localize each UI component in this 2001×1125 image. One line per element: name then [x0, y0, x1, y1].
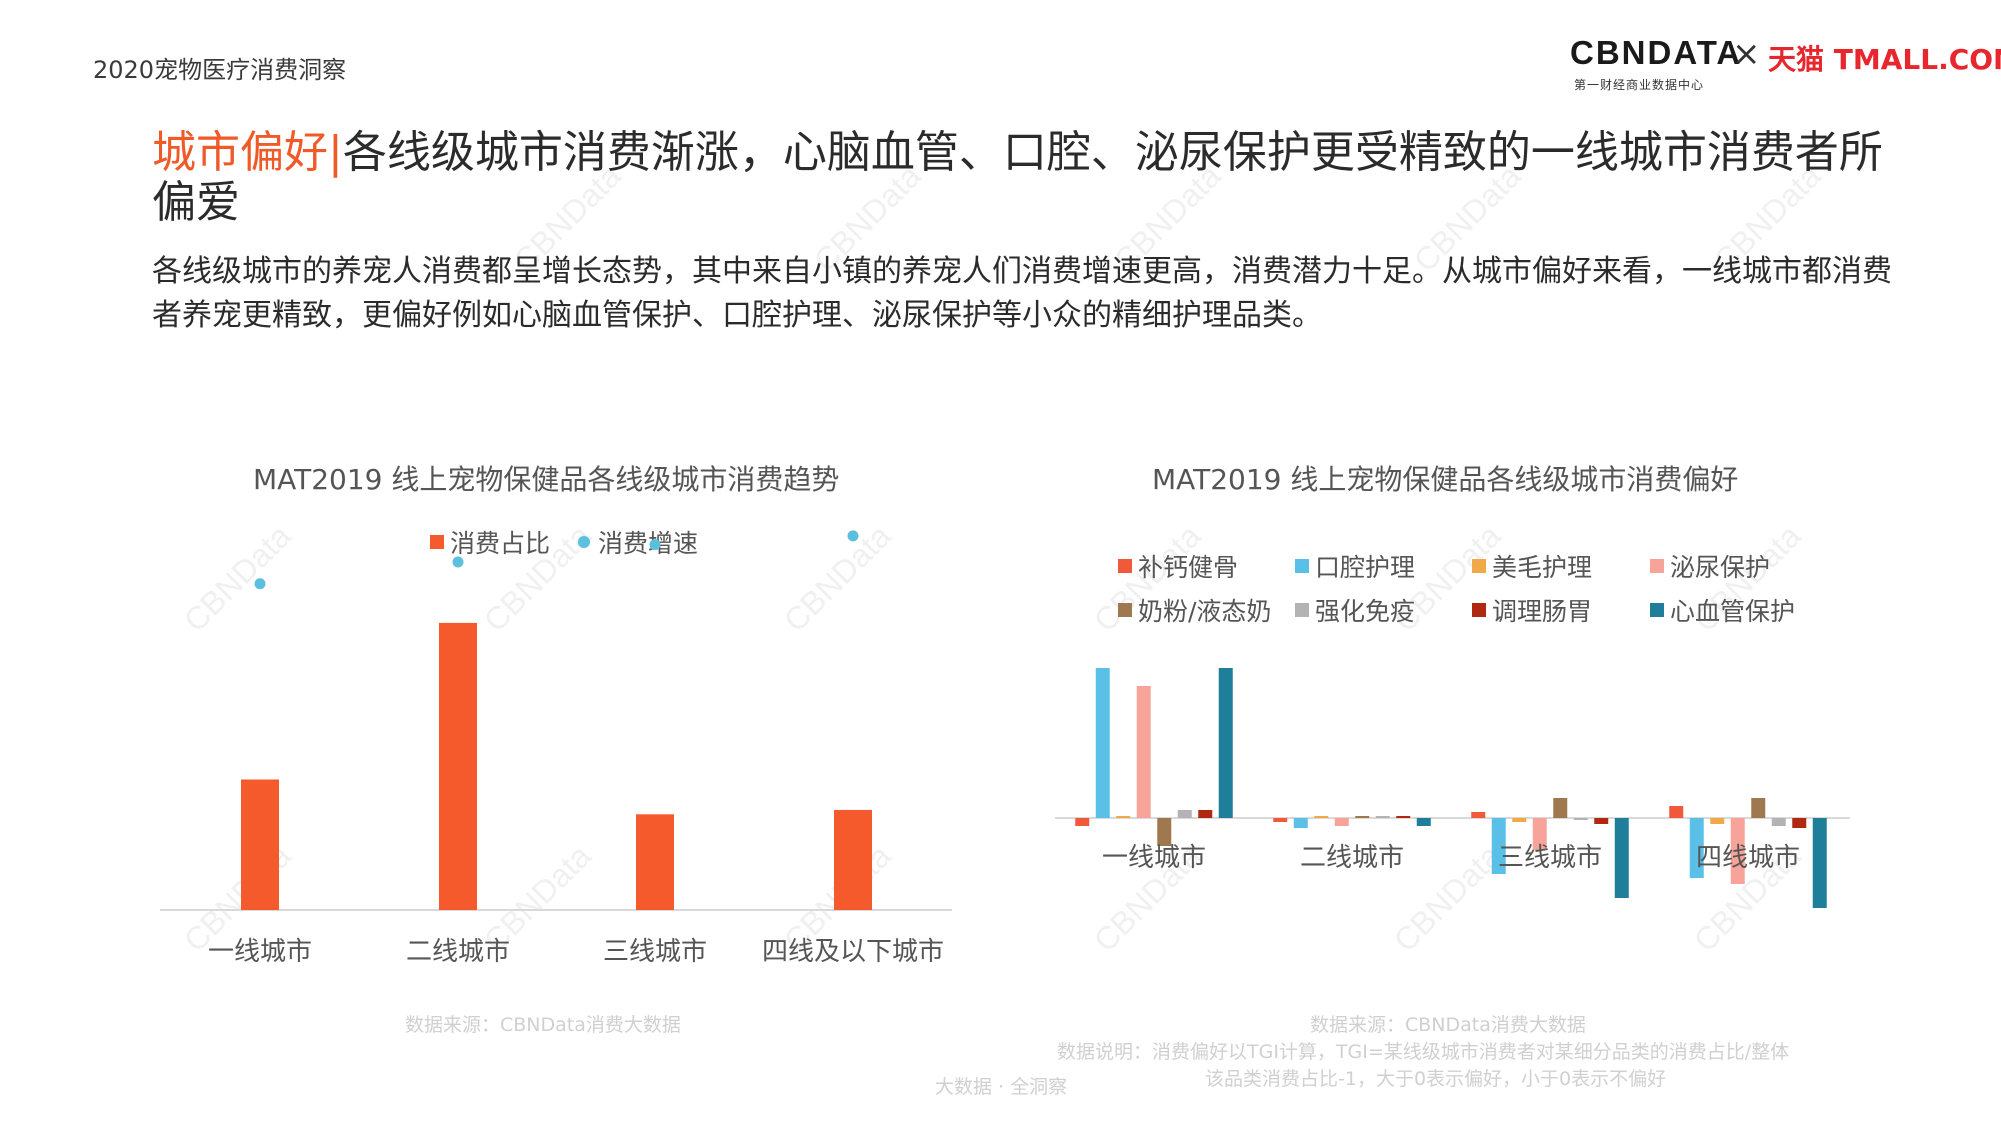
chart2-bar-cardio [1812, 818, 1827, 908]
chart2-x-tick-label: 一线城市 [1102, 843, 1206, 873]
chart1-title: MAT2019 线上宠物保健品各线级城市消费趋势 [253, 463, 840, 496]
chart2-bar-grooming [1710, 818, 1725, 824]
chart1-bar-share [636, 814, 674, 910]
chart2-bar-grooming [1116, 816, 1131, 818]
chart1-dot-growth [452, 556, 464, 568]
legend-swatch [1472, 559, 1486, 573]
page-headline: 城市偏好|各线级城市消费渐涨，心脑血管、口腔、泌尿保护更受精致的一线城市消费者所… [152, 128, 1892, 228]
legend-label: 奶粉/液态奶 [1138, 597, 1272, 626]
chart1-dot-growth [649, 539, 661, 551]
chart2-bar-milk [1355, 816, 1370, 818]
chart2-legend-gut: 调理肠胃 [1472, 592, 1592, 628]
chart1-bar-share [834, 809, 872, 910]
chart2-bar-gut [1792, 818, 1807, 828]
chart2-bar-calcium [1075, 818, 1090, 826]
chart2-bar-gut [1396, 816, 1411, 818]
legend-label: 消费占比 [450, 529, 551, 558]
chart2-source: 数据来源：CBNData消费大数据 [1310, 1014, 1586, 1036]
chart2-bar-cardio [1614, 818, 1629, 898]
chart2-bar-grooming [1512, 818, 1527, 822]
legend-swatch [1472, 603, 1486, 617]
chart1-x-tick-label: 二线城市 [406, 937, 510, 967]
chart1-dot-growth [847, 530, 859, 542]
chart1-dot-growth [254, 578, 266, 590]
chart1-bar-share [439, 622, 477, 910]
legend-swatch [430, 535, 444, 549]
footer-tag: 大数据 · 全洞察 [935, 1076, 1068, 1098]
chart2-bar-grooming [1314, 816, 1329, 818]
chart2-bar-oral [1491, 818, 1506, 874]
legend-label: 口腔护理 [1315, 553, 1416, 582]
chart2-bar-urinary [1334, 818, 1349, 826]
legend-swatch [1118, 603, 1132, 617]
chart1-bar-share [241, 779, 279, 910]
chart2-bar-gut [1198, 810, 1213, 818]
legend-swatch [1650, 603, 1664, 617]
chart2-bar-immunity [1771, 818, 1786, 826]
logo-separator: × [1732, 34, 1761, 74]
chart1-x-tick-label: 一线城市 [208, 937, 312, 967]
cbndata-logo-subtitle: 第一财经商业数据中心 [1574, 78, 1705, 92]
legend-swatch [1295, 603, 1309, 617]
headline-accent: 城市偏好 [152, 127, 328, 178]
chart2-bar-gut [1594, 818, 1609, 824]
chart2-bar-milk [1751, 798, 1766, 818]
legend-label: 调理肠胃 [1492, 597, 1593, 626]
report-title: 2020宠物医疗消费洞察 [93, 56, 347, 84]
legend-swatch [1295, 559, 1309, 573]
chart2-bar-immunity [1177, 810, 1192, 818]
chart2-bar-cardio [1218, 668, 1233, 818]
chart2-x-tick-label: 二线城市 [1300, 843, 1404, 873]
headline-divider: | [328, 127, 343, 178]
cbndata-logo: CBNDATA [1570, 34, 1743, 71]
headline-text: 各线级城市消费渐涨，心脑血管、口腔、泌尿保护更受精致的一线城市消费者所偏爱 [152, 127, 1883, 228]
chart2-bar-oral [1689, 818, 1704, 878]
chart2-note-line1: 数据说明：消费偏好以TGI计算，TGI=某线级城市消费者对某细分品类的消费占比/… [1057, 1041, 1790, 1063]
chart2-legend-grooming: 美毛护理 [1472, 548, 1592, 584]
legend-label: 强化免疫 [1315, 597, 1416, 626]
chart2-bar-immunity [1375, 816, 1390, 818]
chart1-source: 数据来源：CBNData消费大数据 [405, 1014, 681, 1036]
chart2-legend-oral: 口腔护理 [1295, 548, 1415, 584]
legend-swatch [1118, 559, 1132, 573]
chart2-bar-milk [1553, 798, 1568, 818]
legend-label: 心血管保护 [1670, 597, 1796, 626]
chart2-plot: 一线城市 二线城市 三线城市 四线城市 [1055, 668, 1850, 908]
legend-label: 消费增速 [598, 529, 699, 558]
chart2-legend-cardio: 心血管保护 [1650, 592, 1795, 628]
chart2-bar-calcium [1471, 812, 1486, 818]
chart2-bar-milk [1157, 818, 1172, 846]
chart2-legend-immunity: 强化免疫 [1295, 592, 1415, 628]
chart2-legend-milk: 奶粉/液态奶 [1118, 592, 1271, 628]
legend-label: 美毛护理 [1492, 553, 1593, 582]
chart2-bar-calcium [1669, 806, 1684, 818]
chart2-bar-urinary [1532, 818, 1547, 850]
chart1-legend-growth: 消费增速 [578, 524, 698, 560]
page-description: 各线级城市的养宠人消费都呈增长态势，其中来自小镇的养宠人们消费增速更高，消费潜力… [152, 254, 1892, 333]
chart1-plot: 一线城市 二线城市 三线城市 四线及以下城市 [160, 530, 952, 967]
chart2-bar-immunity [1573, 818, 1588, 820]
chart2-x-tick-label: 四线城市 [1696, 843, 1800, 873]
chart2-title: MAT2019 线上宠物保健品各线级城市消费偏好 [1152, 463, 1739, 496]
chart2-legend-urinary: 泌尿保护 [1650, 548, 1770, 584]
chart2-bar-urinary [1730, 818, 1745, 884]
chart1-legend-share: 消费占比 [430, 524, 550, 560]
brand-logos: CBNDATA 第一财经商业数据中心 × 天猫 TMALL.COM [1560, 30, 2001, 100]
chart1-x-tick-label: 四线及以下城市 [762, 937, 944, 967]
chart2-bar-oral [1095, 668, 1110, 818]
chart2-x-tick-label: 三线城市 [1498, 843, 1602, 873]
chart2-note-line2: 该品类消费占比-1，大于0表示偏好，小于0表示不偏好 [1205, 1068, 1667, 1090]
legend-swatch [1650, 559, 1664, 573]
chart1-x-tick-label: 三线城市 [603, 937, 707, 967]
tmall-logo: 天猫 TMALL.COM [1768, 43, 2001, 76]
chart2-bar-oral [1293, 818, 1308, 828]
chart2-bar-urinary [1136, 686, 1151, 818]
legend-label: 补钙健骨 [1138, 553, 1239, 582]
chart2-bar-cardio [1416, 818, 1431, 826]
chart2-legend-calcium: 补钙健骨 [1118, 548, 1238, 584]
legend-dot [578, 536, 590, 548]
chart2-bar-calcium [1273, 818, 1288, 822]
legend-label: 泌尿保护 [1670, 553, 1771, 582]
